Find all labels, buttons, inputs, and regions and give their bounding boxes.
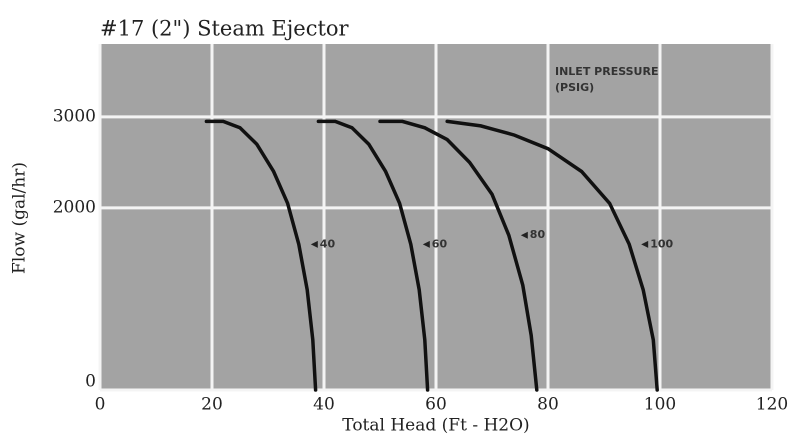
y-tick-label: 0: [85, 372, 96, 392]
series-line: [378, 119, 539, 392]
series-line: [204, 119, 318, 392]
series-label: 80: [530, 228, 546, 241]
annotation: (PSIG): [555, 81, 594, 94]
x-tick-label: 0: [95, 395, 106, 415]
x-tick-label: 20: [201, 395, 223, 415]
label-arrow: [641, 240, 649, 248]
y-tick-label: 3000: [53, 106, 96, 126]
chart-title: #17 (2") Steam Ejector: [100, 17, 350, 41]
series-label: 40: [320, 237, 336, 250]
x-tick-label: 60: [425, 395, 447, 415]
label-arrow: [310, 240, 318, 248]
x-axis-label: Total Head (Ft - H2O): [342, 416, 529, 436]
series-line: [445, 119, 659, 392]
label-arrow: [520, 231, 528, 239]
series-line: [316, 119, 430, 392]
y-tick-label: 2000: [53, 197, 96, 217]
series-label: 60: [432, 237, 448, 250]
series-label: 100: [650, 237, 673, 250]
x-tick-label: 40: [313, 395, 335, 415]
y-axis-label: Flow (gal/hr): [10, 162, 30, 274]
x-tick-label: 80: [537, 395, 559, 415]
label-arrow: [422, 240, 430, 248]
x-tick-label: 120: [756, 395, 788, 415]
x-tick-label: 100: [644, 395, 676, 415]
annotation: INLET PRESSURE: [555, 65, 658, 78]
